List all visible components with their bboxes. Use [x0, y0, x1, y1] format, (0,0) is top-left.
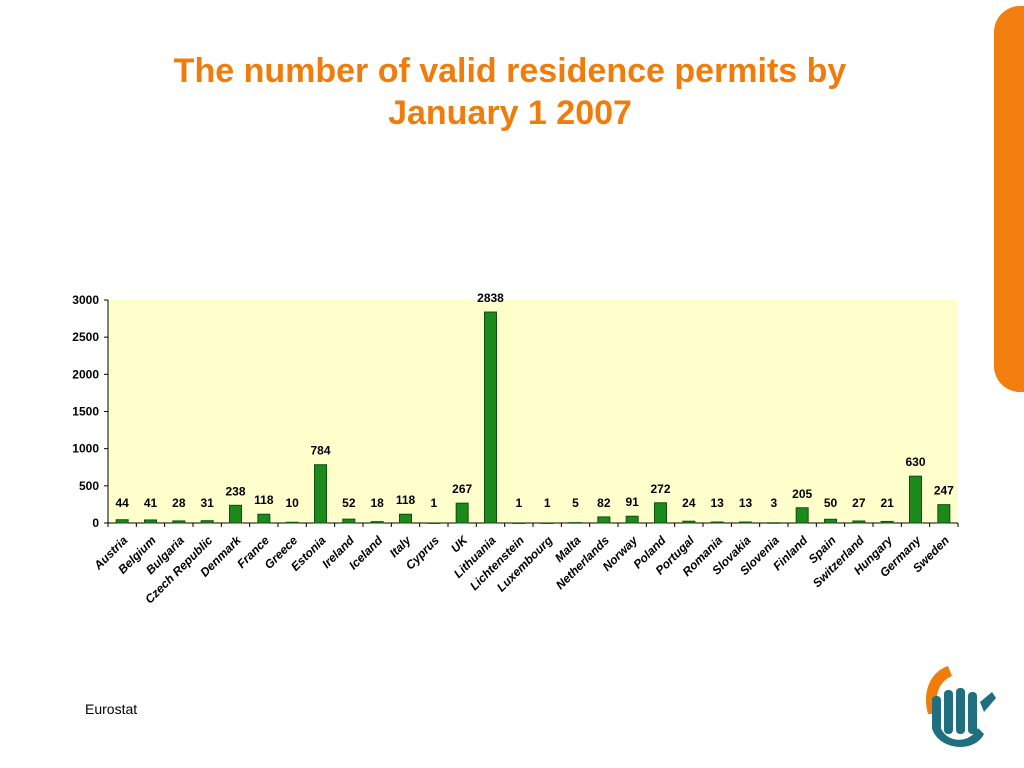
data-label: 50: [824, 496, 838, 510]
source-label: Eurostat: [85, 701, 138, 717]
bar: [795, 507, 809, 524]
bar: [229, 504, 242, 524]
bar: [257, 513, 271, 524]
bar: [569, 522, 582, 524]
bar: [342, 518, 356, 524]
category-label: UK: [448, 532, 471, 555]
y-tick-label: 1500: [72, 405, 99, 419]
data-label: 3: [770, 496, 777, 510]
title-line-2: January 1 2007: [388, 94, 632, 132]
data-label: 82: [597, 496, 611, 510]
data-label: 1: [430, 496, 437, 510]
data-label: 18: [370, 496, 384, 510]
data-label: 24: [682, 496, 696, 510]
bar: [172, 520, 186, 524]
bar: [909, 475, 922, 524]
data-label: 272: [650, 482, 670, 496]
bar: [654, 502, 667, 524]
data-label: 2838: [477, 291, 504, 305]
bar: [200, 520, 214, 524]
data-label: 28: [172, 496, 186, 510]
data-label: 31: [200, 496, 214, 510]
y-tick-label: 2500: [72, 330, 99, 344]
bar: [512, 522, 526, 524]
y-tick-label: 500: [79, 479, 99, 493]
bar: [285, 521, 299, 524]
bar: [739, 521, 752, 524]
data-label: 5: [572, 496, 579, 510]
data-label: 13: [739, 496, 753, 510]
bar: [540, 522, 554, 524]
plot-area: [108, 300, 958, 523]
data-label: 784: [310, 444, 330, 458]
bar: [937, 504, 951, 524]
bar-chart: 05001000150020002500300044Austria41Belgi…: [72, 291, 959, 606]
data-label: 267: [452, 482, 472, 496]
bar: [144, 519, 157, 524]
bar: [484, 311, 497, 524]
data-label: 238: [225, 484, 245, 498]
data-label: 41: [144, 496, 158, 510]
bar: [852, 520, 866, 524]
data-label: 247: [934, 484, 954, 498]
bar: [115, 519, 129, 524]
data-label: 13: [710, 496, 724, 510]
bar: [427, 522, 441, 524]
bar: [370, 521, 384, 524]
y-tick-label: 3000: [72, 293, 99, 307]
data-label: 1: [515, 496, 522, 510]
bar: [314, 464, 327, 524]
data-label: 10: [285, 496, 299, 510]
bar: [880, 520, 894, 524]
bar: [399, 513, 412, 524]
bar: [710, 521, 724, 524]
data-label: 118: [254, 493, 274, 507]
bar: [625, 515, 639, 524]
title-line-1: The number of valid residence permits by: [173, 52, 847, 90]
y-tick-label: 1000: [72, 442, 99, 456]
data-label: 205: [792, 487, 812, 501]
data-label: 27: [852, 496, 866, 510]
bar: [455, 502, 469, 524]
data-label: 118: [396, 493, 416, 507]
bar: [824, 518, 837, 524]
data-label: 21: [880, 496, 894, 510]
hand-logo-icon: [926, 666, 996, 747]
data-label: 91: [625, 495, 639, 509]
accent-side-tab: [994, 6, 1024, 392]
y-tick-label: 2000: [72, 367, 99, 381]
slide-title: The number of valid residence permits by…: [80, 50, 940, 134]
data-label: 44: [115, 496, 129, 510]
bar: [767, 522, 781, 524]
data-label: 52: [342, 496, 356, 510]
bar: [597, 516, 611, 524]
y-tick-label: 0: [92, 516, 99, 530]
data-label: 630: [905, 455, 925, 469]
data-label: 1: [544, 496, 551, 510]
bar: [682, 520, 696, 524]
